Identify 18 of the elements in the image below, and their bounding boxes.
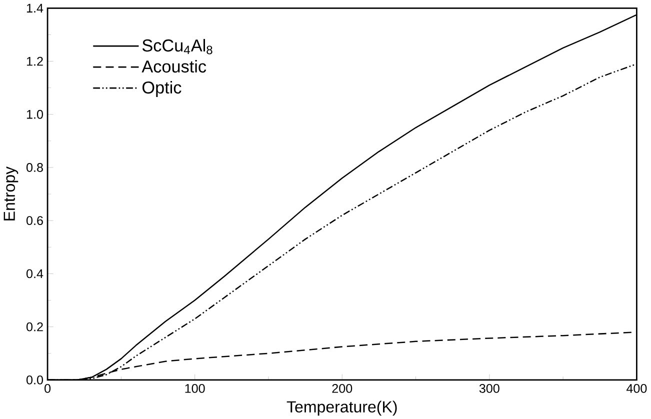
y-tick-label: 0.6 [26, 216, 43, 225]
y-tick-label: 0.2 [26, 322, 43, 332]
y-tick-label: 1.2 [26, 56, 43, 66]
y-axis-title: Entropy [4, 166, 18, 220]
y-tick-label: 1.4 [26, 4, 44, 12]
legend-label: ScCu$_{4}$Al$_{8}$ [142, 38, 212, 54]
x-tick-label: 100 [185, 384, 205, 393]
x-tick-label: 0 [44, 384, 51, 393]
x-tick-label: 200 [332, 384, 352, 393]
y-tick-label: 0.0 [26, 375, 43, 384]
x-tick-label: 300 [479, 384, 500, 393]
x-axis-title: Temperature(K) [286, 400, 397, 416]
y-tick-label: 1.0 [26, 110, 43, 119]
x-tick-label: 400 [626, 384, 647, 393]
legend-label: Optic [142, 80, 182, 97]
y-tick-label: 0.8 [26, 162, 43, 172]
legend-label: Acoustic [142, 60, 206, 72]
y-tick-label: 0.4 [26, 269, 44, 278]
